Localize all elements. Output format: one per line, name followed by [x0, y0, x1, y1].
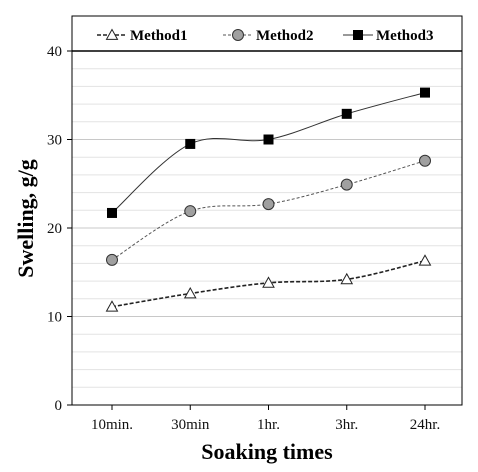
data-point: [184, 205, 197, 218]
legend-item: Method2: [223, 28, 314, 44]
series-method1: [105, 254, 432, 312]
data-point: [183, 286, 197, 299]
legend-label: Method3: [376, 28, 434, 44]
data-point: [105, 300, 119, 312]
legend-marker: [232, 29, 244, 41]
y-axis-title: Swelling, g/g: [13, 159, 38, 278]
data-point: [419, 154, 431, 167]
data-point: [341, 108, 352, 119]
series-method3: [107, 87, 430, 218]
data-point: [185, 138, 196, 149]
grid-lines: [72, 50, 462, 406]
x-tick-label: 30min: [171, 417, 210, 433]
legend-marker: [105, 28, 119, 40]
plot-frame: [71, 15, 463, 406]
legend-background: [88, 20, 448, 48]
series-method2: [106, 154, 431, 266]
data-point: [262, 198, 275, 211]
series-line: [111, 92, 426, 214]
data-point: [262, 276, 275, 288]
data-point: [340, 272, 354, 285]
legend-item: Method1: [97, 28, 188, 44]
legend-label: Method1: [130, 28, 188, 44]
x-tick-label: 3hr.: [335, 417, 358, 433]
y-tick-label: 20: [47, 221, 62, 237]
data-point: [263, 134, 274, 145]
series-layer: [105, 87, 432, 312]
data-point: [420, 87, 430, 98]
data-point: [107, 207, 117, 218]
y-tick-label: 40: [47, 44, 62, 60]
legend-item: Method3: [343, 28, 434, 44]
x-tick-label: 24hr.: [410, 417, 440, 433]
data-point: [106, 253, 118, 266]
x-tick-label: 10min.: [91, 417, 133, 433]
legend-marker: [353, 30, 363, 40]
legend: Method1 Method2 Method3: [88, 20, 448, 48]
y-tick-label: 0: [55, 398, 63, 414]
data-point: [418, 254, 432, 266]
x-tick-label: 1hr.: [257, 417, 280, 433]
y-tick-label: 10: [47, 310, 62, 326]
y-axis: 0 10 20 30 40: [47, 44, 72, 414]
data-point: [340, 178, 353, 191]
x-axis: 10min. 30min 1hr. 3hr. 24hr.: [91, 405, 440, 433]
legend-label: Method2: [256, 28, 314, 44]
x-axis-title: Soaking times: [201, 439, 333, 464]
y-tick-label: 30: [47, 133, 62, 149]
